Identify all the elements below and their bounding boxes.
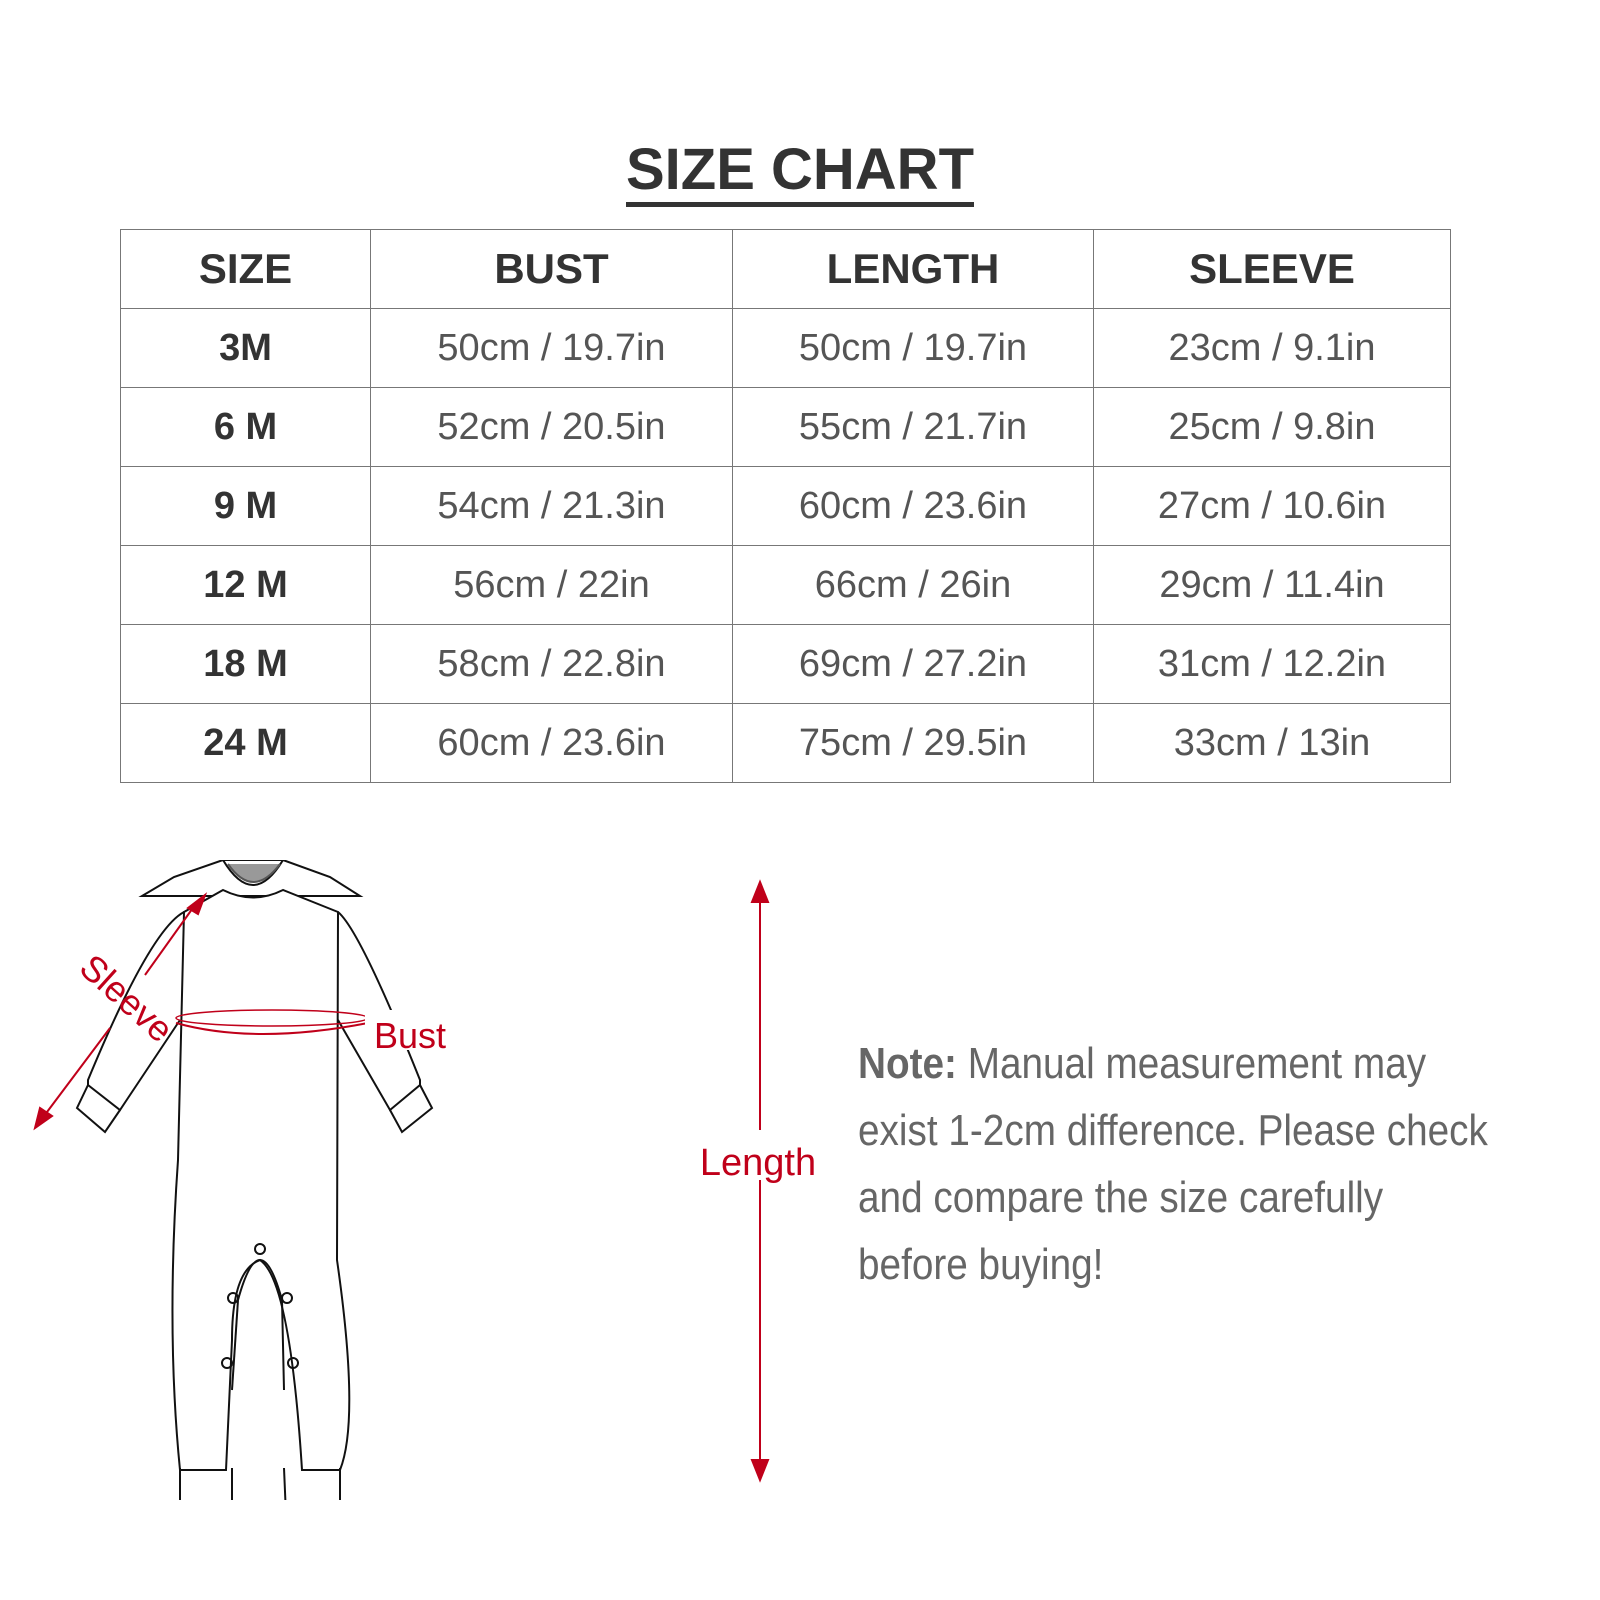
- length-cell: 75cm / 29.5in: [732, 703, 1094, 783]
- size-cell: 24 M: [120, 703, 371, 783]
- size-cell: 6 M: [120, 387, 371, 467]
- sleeve-label: Sleeve: [72, 946, 181, 1050]
- size-cell: 3M: [120, 308, 371, 388]
- table-header-row: SIZE BUST LENGTH SLEEVE: [120, 229, 1451, 309]
- sleeve-cell: 29cm / 11.4in: [1093, 545, 1451, 625]
- table-row: 9 M 54cm / 21.3in 60cm / 23.6in 27cm / 10.6…: [120, 466, 1451, 546]
- length-cell: 55cm / 21.7in: [732, 387, 1094, 467]
- bust-cell: 52cm / 20.5in: [370, 387, 733, 467]
- table-row: 12 M 56cm / 22in 66cm / 26in 29cm / 11.4in: [120, 545, 1451, 625]
- note-text: Note: Manual measurement may exist 1-2cm…: [858, 1039, 1488, 1289]
- size-table: SIZE BUST LENGTH SLEEVE 3M 50cm / 19.7in 5…: [120, 229, 1451, 783]
- length-label: Length: [700, 1142, 816, 1184]
- sleeve-cell: 23cm / 9.1in: [1093, 308, 1451, 388]
- bust-cell: 50cm / 19.7in: [370, 308, 733, 388]
- sleeve-cell: 27cm / 10.6in: [1093, 466, 1451, 546]
- header-bust: BUST: [370, 229, 733, 309]
- bust-cell: 58cm / 22.8in: [370, 624, 733, 704]
- sleeve-cell: 25cm / 9.8in: [1093, 387, 1451, 467]
- length-cell: 69cm / 27.2in: [732, 624, 1094, 704]
- size-cell: 12 M: [120, 545, 371, 625]
- sleeve-cell: 31cm / 12.2in: [1093, 624, 1451, 704]
- header-length: LENGTH: [732, 229, 1094, 309]
- table-row: 24 M 60cm / 23.6in 75cm / 29.5in 33cm / 13i…: [120, 703, 1451, 783]
- header-sleeve: SLEEVE: [1093, 229, 1451, 309]
- table-row: 18 M 58cm / 22.8in 69cm / 27.2in 31cm / 12.…: [120, 624, 1451, 704]
- romper-diagram: Bust Length Sleeve: [33, 860, 825, 1500]
- romper-outline: [75, 860, 434, 1500]
- sleeve-cell: 33cm / 13in: [1093, 703, 1451, 783]
- size-chart-title: SIZE CHART: [0, 140, 1600, 207]
- size-cell: 9 M: [120, 466, 371, 546]
- table-row: 6 M 52cm / 20.5in 55cm / 21.7in 25cm / 9.8i…: [120, 387, 1451, 467]
- length-cell: 66cm / 26in: [732, 545, 1094, 625]
- bust-label: Bust: [374, 1015, 446, 1056]
- size-cell: 18 M: [120, 624, 371, 704]
- measure-marks: [33, 879, 770, 1483]
- bust-cell: 56cm / 22in: [370, 545, 733, 625]
- table-row: 3M 50cm / 19.7in 50cm / 19.7in 23cm / 9.1in: [120, 308, 1451, 388]
- bust-cell: 60cm / 23.6in: [370, 703, 733, 783]
- header-size: SIZE: [120, 229, 371, 309]
- bust-cell: 54cm / 21.3in: [370, 466, 733, 546]
- length-cell: 60cm / 23.6in: [732, 466, 1094, 546]
- length-cell: 50cm / 19.7in: [732, 308, 1094, 388]
